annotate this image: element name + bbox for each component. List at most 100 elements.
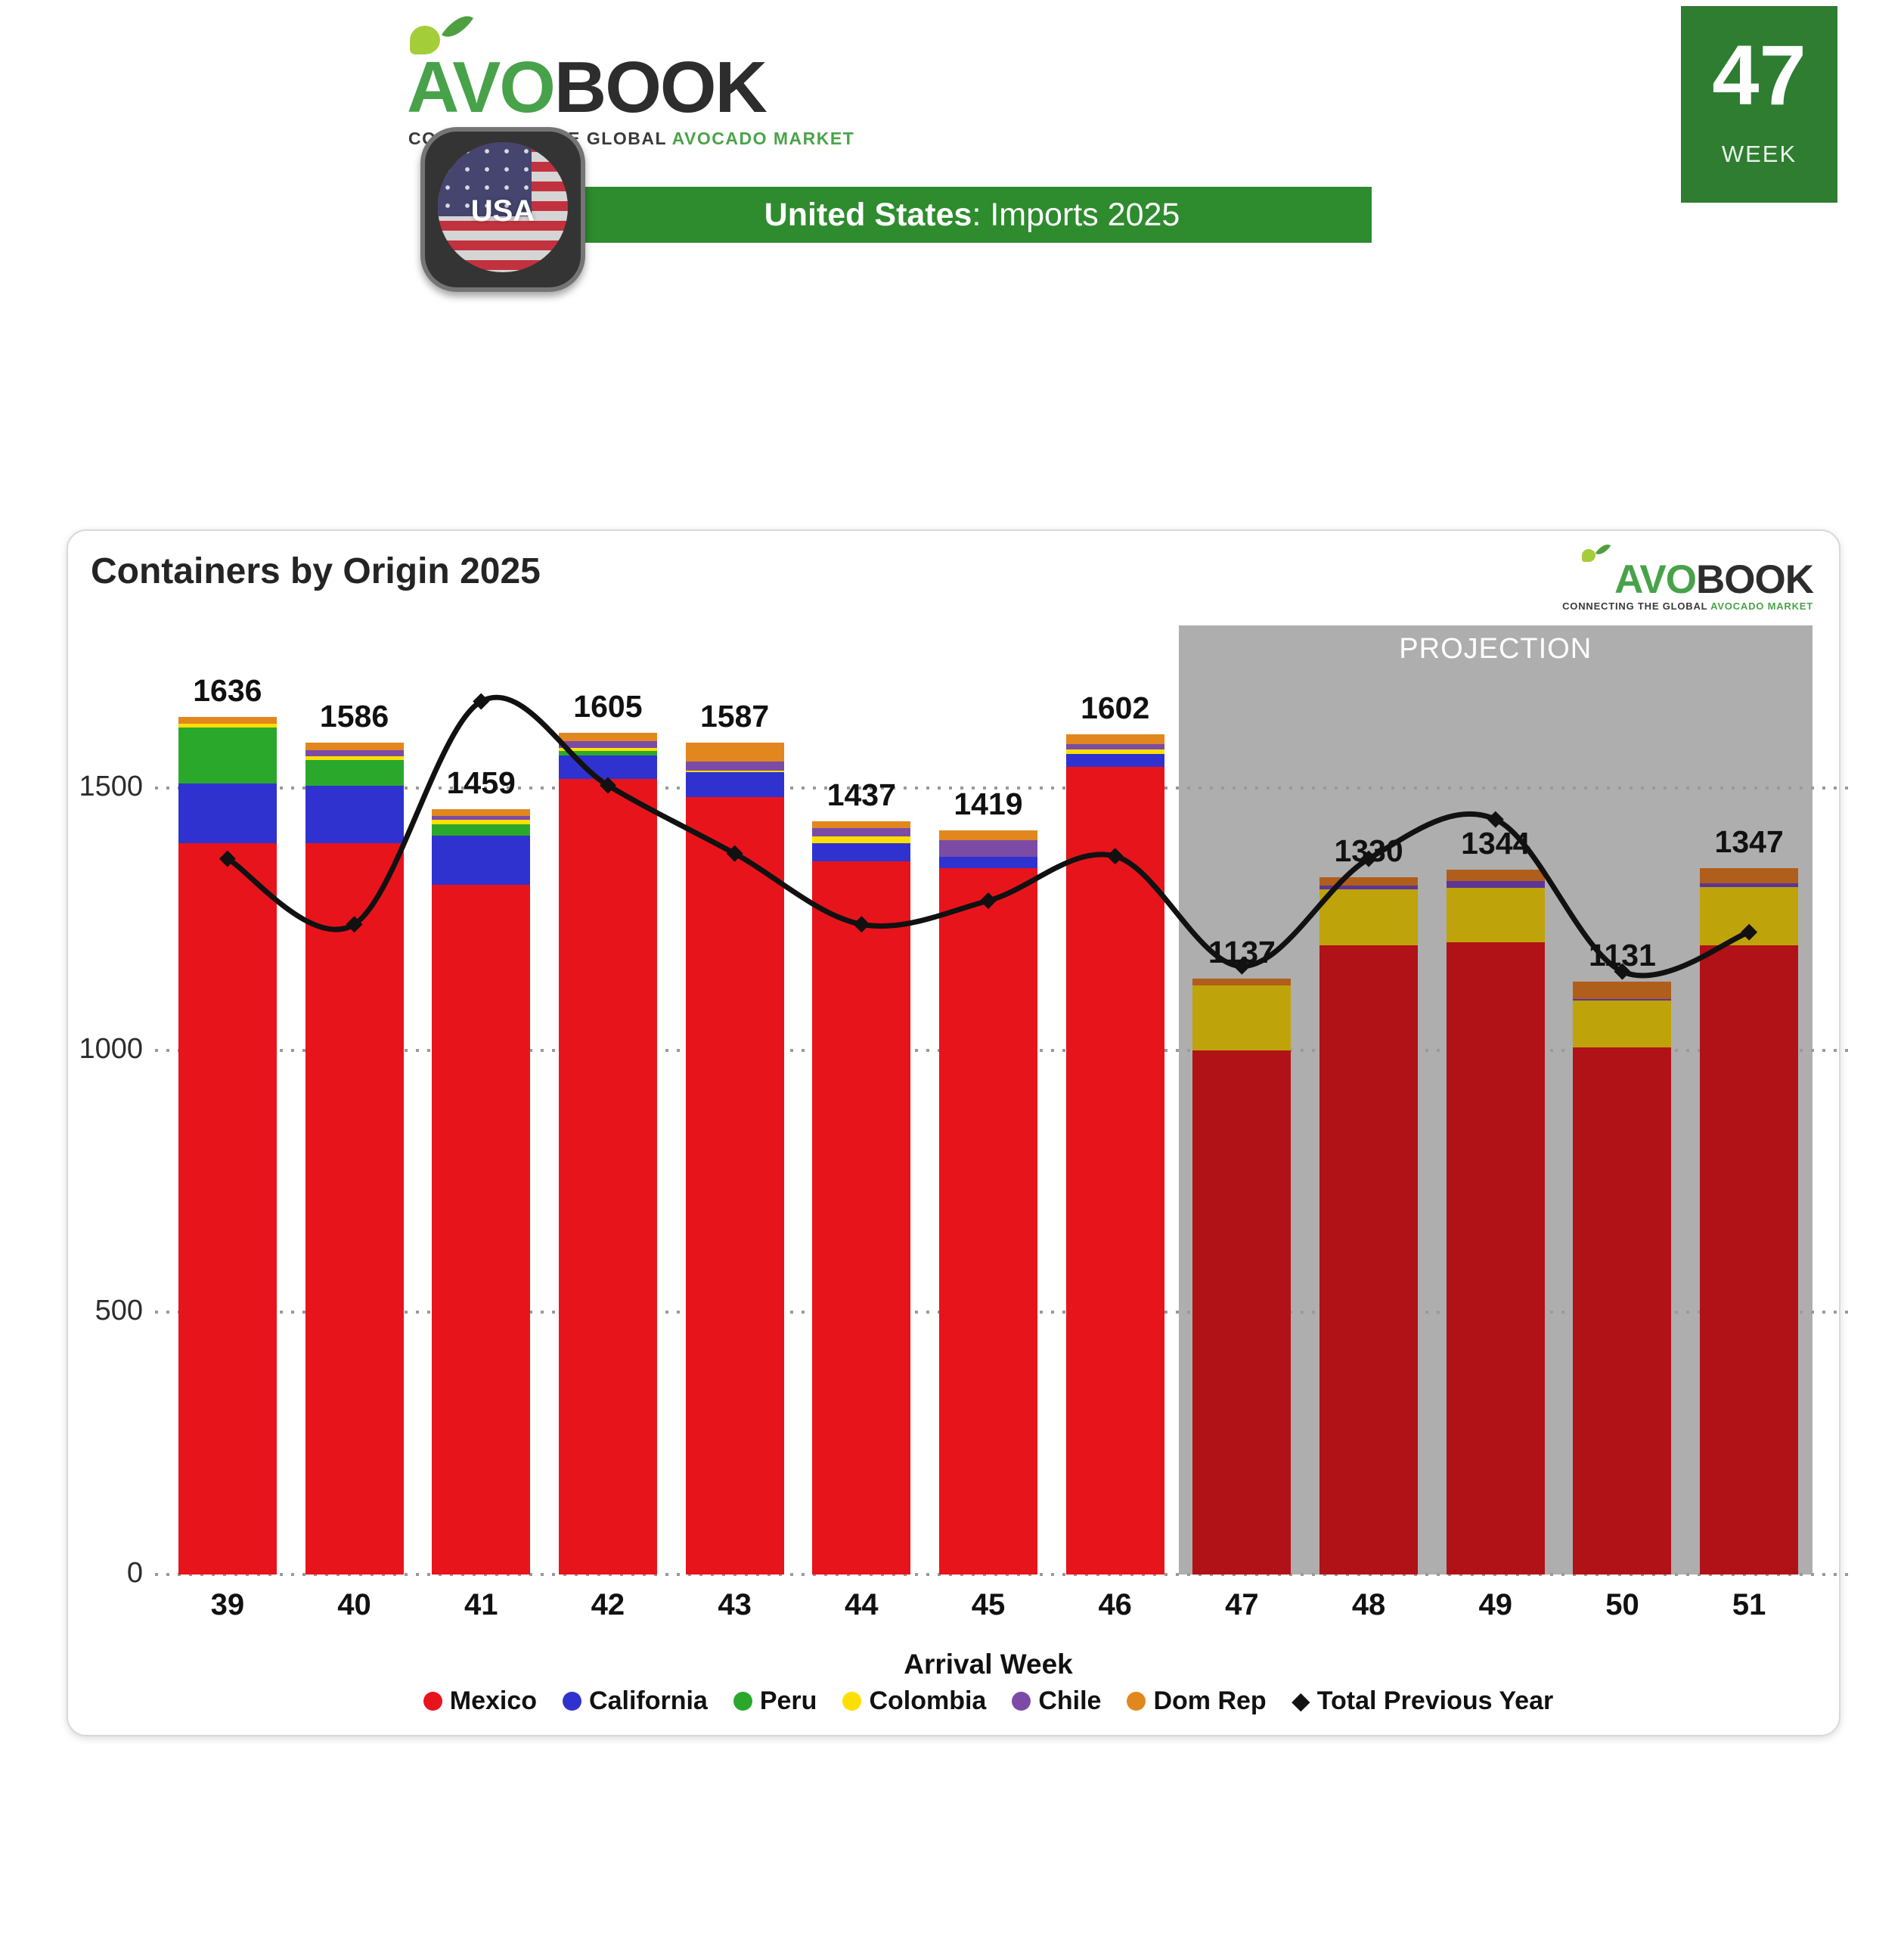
legend-label: Mexico bbox=[449, 1686, 538, 1715]
previous-year-marker-week-49 bbox=[1487, 811, 1504, 828]
previous-year-marker-week-51 bbox=[1741, 923, 1758, 941]
flag-country-code: USA bbox=[470, 194, 535, 228]
bar-segment-california-week-45 bbox=[939, 856, 1037, 869]
x-axis-title: Arrival Week bbox=[904, 1649, 1073, 1680]
bar-segment-peru-week-40 bbox=[305, 760, 404, 786]
bar-segment-mexico-week-49 bbox=[1446, 942, 1545, 1575]
flag-canton bbox=[438, 142, 532, 217]
bar-segment-colombia-week-50 bbox=[1573, 1000, 1672, 1048]
legend-label: Peru bbox=[759, 1686, 817, 1715]
bar-segment-chile-week-42 bbox=[558, 740, 657, 749]
brand-wordmark: AVOBOOK bbox=[1614, 557, 1814, 602]
previous-year-line bbox=[226, 694, 1751, 979]
gridline-0 bbox=[155, 1573, 1849, 1576]
bar-segment-peru-week-42 bbox=[558, 751, 657, 755]
legend-label: Chile bbox=[1038, 1686, 1102, 1715]
bar-segment-colombia-week-47 bbox=[1192, 985, 1292, 1050]
avocado-icon bbox=[410, 26, 440, 54]
bar-segment-colombia-week-39 bbox=[178, 723, 277, 728]
bar-segment-dom-rep-week-39 bbox=[178, 716, 277, 724]
plot-area: PROJECTION 0 500 1000 1500 1636 39 1586 40 1459 4… bbox=[68, 531, 1849, 1735]
previous-year-marker-week-44 bbox=[853, 916, 870, 933]
y-tick-label-1000: 1000 bbox=[79, 1032, 143, 1065]
bar-total-label-week-40: 1586 bbox=[319, 699, 389, 734]
week-label: WEEK bbox=[1721, 141, 1797, 167]
bar-segment-mexico-week-46 bbox=[1065, 766, 1164, 1575]
bar-segment-colombia-week-40 bbox=[305, 756, 404, 761]
country-banner: United States: Imports 2025 bbox=[572, 187, 1372, 243]
usa-flag-badge: USA bbox=[420, 127, 585, 292]
bar-segment-peru-week-39 bbox=[178, 727, 277, 784]
x-tick-label-week-50: 50 bbox=[1605, 1588, 1639, 1621]
tagline-dark: CONNECTING THE GLOBAL bbox=[1562, 600, 1708, 612]
x-tick-label-week-41: 41 bbox=[464, 1588, 498, 1621]
legend-dot-colombia bbox=[842, 1692, 862, 1711]
previous-year-marker-week-42 bbox=[599, 777, 616, 794]
legend-label: Total Previous Year bbox=[1316, 1686, 1554, 1715]
x-tick-label-week-45: 45 bbox=[971, 1588, 1006, 1621]
legend-item-dom-rep: Dom Rep bbox=[1127, 1686, 1267, 1716]
x-tick-label-week-44: 44 bbox=[845, 1588, 879, 1621]
bar-total-label-week-49: 1344 bbox=[1461, 826, 1530, 861]
bar-segment-mexico-week-48 bbox=[1319, 945, 1419, 1575]
y-tick-label-500: 500 bbox=[95, 1295, 143, 1327]
brand-avo: AVO bbox=[407, 47, 556, 128]
legend-item-total-previous-year: ◆ Total Previous Year bbox=[1292, 1686, 1554, 1716]
week-badge: 47 WEEK bbox=[1681, 6, 1837, 203]
brand-tagline: CONNECTING THE GLOBAL AVOCADO MARKET bbox=[1562, 600, 1813, 612]
previous-year-marker-week-47 bbox=[1233, 957, 1251, 975]
previous-year-marker-week-46 bbox=[1106, 848, 1124, 865]
x-tick-label-week-42: 42 bbox=[591, 1588, 625, 1621]
bar-segment-dom-rep-week-51 bbox=[1700, 868, 1799, 884]
bar-segment-colombia-week-46 bbox=[1065, 749, 1164, 754]
x-tick-label-week-43: 43 bbox=[718, 1588, 752, 1621]
usa-flag-icon: USA bbox=[438, 142, 568, 272]
y-tick-label-0: 0 bbox=[126, 1557, 143, 1589]
bar-total-label-week-41: 1459 bbox=[446, 765, 516, 801]
bar-segment-california-week-46 bbox=[1065, 753, 1164, 767]
bar-segment-mexico-week-51 bbox=[1700, 945, 1799, 1575]
previous-year-marker-week-39 bbox=[219, 850, 236, 867]
previous-year-marker-week-43 bbox=[726, 845, 743, 862]
bar-segment-dom-rep-week-43 bbox=[685, 742, 784, 762]
previous-year-marker-week-40 bbox=[346, 916, 363, 933]
x-tick-label-week-48: 48 bbox=[1351, 1588, 1386, 1621]
bar-segment-dom-rep-week-40 bbox=[305, 743, 404, 751]
bar-segment-mexico-week-45 bbox=[939, 868, 1037, 1575]
week-number: 47 bbox=[1712, 28, 1806, 123]
legend-dot-chile bbox=[1012, 1692, 1031, 1711]
legend-item-california: California bbox=[563, 1686, 708, 1716]
bar-segment-california-week-43 bbox=[685, 772, 784, 797]
bar-segment-dom-rep-week-42 bbox=[558, 733, 657, 741]
bar-segment-colombia-week-48 bbox=[1319, 889, 1419, 945]
diamond-icon: ◆ bbox=[1292, 1688, 1310, 1714]
bar-segment-chile-week-49 bbox=[1446, 881, 1545, 889]
bar-total-label-week-44: 1437 bbox=[826, 777, 896, 812]
x-tick-label-week-40: 40 bbox=[337, 1588, 371, 1621]
bar-total-label-week-42: 1605 bbox=[573, 689, 643, 724]
legend-item-colombia: Colombia bbox=[842, 1686, 986, 1716]
bar-total-label-week-45: 1419 bbox=[954, 786, 1023, 822]
projection-label: PROJECTION bbox=[1399, 633, 1592, 665]
bar-segment-mexico-week-43 bbox=[685, 796, 784, 1575]
bar-segment-chile-week-45 bbox=[939, 839, 1037, 857]
x-tick-label-week-46: 46 bbox=[1098, 1588, 1132, 1621]
bar-segment-mexico-week-42 bbox=[558, 779, 657, 1575]
legend-dot-dom-rep bbox=[1127, 1692, 1146, 1711]
bar-segment-mexico-week-47 bbox=[1192, 1050, 1292, 1575]
bar-segment-dom-rep-week-44 bbox=[812, 821, 911, 829]
x-tick-label-week-47: 47 bbox=[1225, 1588, 1259, 1621]
bar-segment-dom-rep-week-46 bbox=[1065, 734, 1164, 745]
bar-segment-dom-rep-week-41 bbox=[432, 809, 531, 817]
y-tick-label-1500: 1500 bbox=[79, 770, 143, 802]
bar-segment-mexico-week-50 bbox=[1573, 1047, 1672, 1575]
bar-segment-dom-rep-week-49 bbox=[1446, 870, 1545, 882]
bar-segment-colombia-week-49 bbox=[1446, 888, 1545, 943]
bar-segment-colombia-week-42 bbox=[558, 748, 657, 752]
bar-segment-chile-week-40 bbox=[305, 750, 404, 757]
bar-total-label-week-43: 1587 bbox=[700, 698, 770, 734]
brand-book: BOOK bbox=[1696, 557, 1814, 602]
bar-segment-colombia-week-41 bbox=[432, 819, 531, 824]
legend-label: Dom Rep bbox=[1153, 1686, 1267, 1715]
bar-segment-dom-rep-week-45 bbox=[939, 830, 1037, 840]
